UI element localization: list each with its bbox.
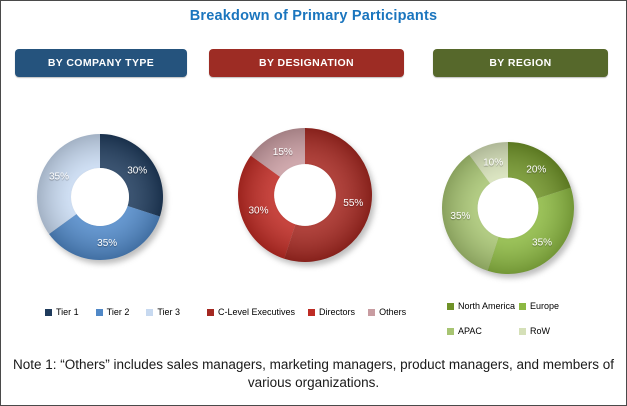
- slice-label: 35%: [97, 238, 117, 249]
- legend-swatch: [368, 308, 376, 316]
- legend-item-c-level-executives: C-Level Executives: [207, 307, 295, 317]
- legend-label: Europe: [530, 301, 560, 311]
- legend-item-north-america: North America: [447, 301, 519, 311]
- legend-label: Tier 2: [106, 307, 130, 317]
- legend-item-others: Others: [368, 307, 406, 317]
- legend-item-tier-3: Tier 3: [146, 307, 180, 317]
- legend-swatch: [447, 327, 454, 335]
- slice-label: 20%: [526, 165, 546, 176]
- slice-label: 35%: [532, 238, 552, 249]
- header-by-region: BY REGION: [433, 49, 608, 77]
- legend-label: C-Level Executives: [218, 307, 296, 317]
- slice-label: 55%: [343, 198, 363, 209]
- legend-swatch: [146, 308, 154, 316]
- legend-swatch: [308, 308, 316, 316]
- legend-designation: C-Level Executives Directors Others: [207, 307, 406, 317]
- donut-chart-company-type: 30% 35% 35%: [27, 124, 173, 270]
- legend-item-row: RoW: [519, 326, 591, 336]
- legend-label: North America: [458, 301, 516, 311]
- slice-label: 30%: [248, 206, 268, 217]
- legend-region: North America Europe APAC RoW: [447, 301, 591, 336]
- header-by-company-type-label: BY COMPANY TYPE: [47, 57, 155, 69]
- legend-item-europe: Europe: [519, 301, 591, 311]
- legend-swatch: [45, 308, 52, 316]
- legend-item-tier-2: Tier 2: [95, 307, 130, 317]
- figure-title: Breakdown of Primary Participants: [189, 8, 438, 24]
- legend-company-type: Tier 1 Tier 2 Tier 3: [45, 307, 180, 317]
- legend-swatch: [519, 327, 526, 335]
- donut-chart-designation: 55% 30% 15%: [228, 118, 382, 272]
- slice-label: 10%: [483, 158, 503, 169]
- legend-item-tier-1: Tier 1: [45, 307, 79, 317]
- legend-item-directors: Directors: [308, 307, 355, 317]
- header-by-company-type: BY COMPANY TYPE: [15, 49, 187, 77]
- footnote: Note 1: “Others” includes sales managers…: [12, 357, 615, 391]
- legend-swatch: [95, 308, 103, 316]
- legend-label: RoW: [530, 326, 550, 336]
- legend-label: Directors: [319, 307, 356, 317]
- slice-label: 35%: [450, 211, 470, 222]
- legend-swatch: [519, 302, 526, 310]
- slice-label: 30%: [127, 165, 147, 176]
- legend-item-apac: APAC: [447, 326, 519, 336]
- donut-chart-region: 20% 35% 35% 10%: [432, 132, 584, 284]
- legend-label: APAC: [458, 326, 482, 336]
- legend-label: Tier 1: [56, 307, 79, 317]
- header-by-region-label: BY REGION: [489, 57, 552, 69]
- header-by-designation-label: BY DESIGNATION: [258, 57, 355, 69]
- legend-label: Tier 3: [157, 307, 181, 317]
- header-by-designation: BY DESIGNATION: [209, 49, 404, 77]
- legend-swatch: [207, 308, 214, 316]
- legend-swatch: [447, 302, 454, 310]
- slice-label: 35%: [49, 172, 69, 183]
- slice-label: 15%: [273, 147, 293, 158]
- legend-label: Others: [379, 307, 407, 317]
